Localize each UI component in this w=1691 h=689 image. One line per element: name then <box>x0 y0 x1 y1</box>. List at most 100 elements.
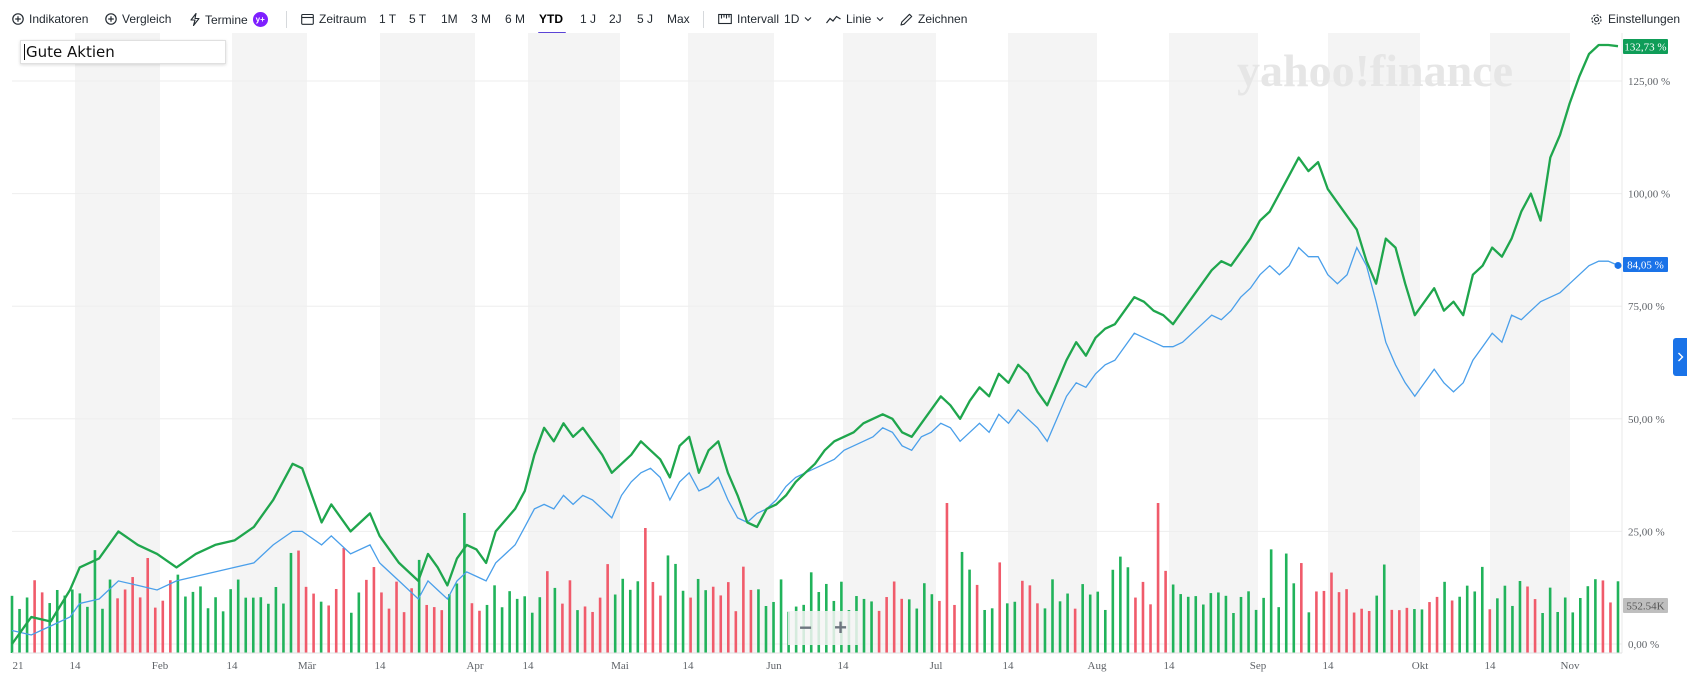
volume-bar <box>395 581 398 653</box>
volume-bar <box>1526 586 1529 653</box>
volume-bar <box>25 597 29 653</box>
range-2y[interactable]: 2J <box>609 12 622 26</box>
volume-bar <box>1134 597 1137 653</box>
volume-bar <box>1307 612 1311 653</box>
volume-bar <box>870 601 873 653</box>
volume-bar <box>1360 608 1363 653</box>
interval-button[interactable]: Intervall 1D <box>718 12 812 26</box>
volume-bar <box>598 597 602 653</box>
volume-bar <box>990 608 994 653</box>
compare-last-value-tag: 84,05 % <box>1623 257 1668 272</box>
volume-bar <box>206 608 210 653</box>
volume-bar <box>297 550 300 653</box>
range-5y[interactable]: 5 J <box>637 12 654 26</box>
volume-bar <box>455 583 459 653</box>
volume-bar <box>1579 597 1582 653</box>
draw-button[interactable]: Zeichnen <box>900 12 967 26</box>
events-button[interactable]: Termine y+ <box>190 12 268 27</box>
volume-bar <box>1036 603 1039 653</box>
volume-bar <box>417 559 421 653</box>
volume-bar <box>1005 603 1009 653</box>
volume-bar <box>530 612 534 653</box>
range-ytd[interactable]: YTD <box>539 12 563 26</box>
volume-bar <box>1300 563 1303 653</box>
timeframe-button[interactable]: Zeitraum <box>301 12 366 26</box>
volume-bar <box>138 597 142 653</box>
range-max[interactable]: Max <box>667 12 690 26</box>
volume-bar <box>591 611 594 653</box>
volume-bar <box>478 610 481 653</box>
volume-bar <box>636 581 640 653</box>
series-label-text: Gute Aktien <box>26 43 115 61</box>
volume-bar <box>131 577 134 653</box>
settings-button[interactable]: Einstellungen <box>1590 12 1680 26</box>
x-tick-label: Nov <box>1561 660 1580 672</box>
volume-bar <box>681 590 685 653</box>
volume-bar <box>342 548 346 653</box>
volume-bar <box>169 580 172 653</box>
compare-series-endpoint <box>1614 261 1622 269</box>
main-last-value-tag: 132,73 % <box>1623 39 1668 54</box>
volume-bar <box>372 567 376 653</box>
series-label-input[interactable]: Gute Aktien <box>20 40 226 64</box>
volume-bar <box>1156 503 1160 653</box>
volume-bar <box>900 598 904 653</box>
indicators-button[interactable]: Indikatoren <box>12 12 88 26</box>
range-1m[interactable]: 1M <box>441 12 458 26</box>
x-tick-label: 14 <box>683 660 695 672</box>
volume-bar <box>1013 601 1017 653</box>
volume-bar <box>1518 581 1522 653</box>
volume-bar <box>1269 549 1273 653</box>
volume-bar <box>1571 612 1575 653</box>
interval-label: Intervall <box>737 12 780 26</box>
range-1y[interactable]: 1 J <box>580 12 597 26</box>
range-3m[interactable]: 3 M <box>471 12 492 26</box>
volume-bar <box>938 600 941 653</box>
main-last-value: 132,73 % <box>1624 42 1666 54</box>
x-tick-label: 14 <box>838 660 850 672</box>
zoom-in-button[interactable]: + <box>834 615 847 640</box>
volume-bar <box>553 587 557 653</box>
volume-bar <box>892 581 896 653</box>
zoom-out-button[interactable]: − <box>799 615 812 640</box>
volume-bar <box>915 608 919 653</box>
range-6m[interactable]: 6 M <box>505 12 526 26</box>
volume-bar <box>1390 609 1394 653</box>
compare-button[interactable]: Vergleich <box>105 12 171 26</box>
volume-bar <box>621 578 625 653</box>
volume-bar <box>968 569 971 653</box>
x-tick-label: 14 <box>1485 660 1497 672</box>
x-tick-label: 21 <box>13 660 24 672</box>
events-label: Termine <box>205 12 248 27</box>
volume-bar <box>161 600 165 653</box>
y-axis-ticks: 0,00 % 25,00 % 50,00 % 75,00 % 100,00 % 125,0… <box>1628 76 1670 651</box>
volume-bar <box>221 611 225 653</box>
volume-bar <box>1254 609 1258 653</box>
indicators-label: Indikatoren <box>29 12 89 26</box>
expand-panel-button[interactable] <box>1673 338 1687 376</box>
volume-bar <box>1164 570 1167 653</box>
volume-bar <box>1594 579 1597 653</box>
volume-bar <box>1209 593 1213 653</box>
chart-area[interactable]: yahoo!finance 0,00 % 25,00 % 50,00 % 75,00 … <box>0 33 1691 689</box>
chart-type-button[interactable]: Linie <box>826 12 884 26</box>
volume-bar <box>1541 612 1544 653</box>
volume-bar <box>1322 590 1326 653</box>
volume-bar <box>538 597 542 653</box>
volume-bar <box>862 598 866 653</box>
y-tick-label: 50,00 % <box>1628 414 1665 426</box>
x-tick-label: 14 <box>1164 660 1176 672</box>
volume-bar <box>282 603 285 653</box>
range-1d[interactable]: 1 T <box>379 12 397 26</box>
volume-bar <box>1179 594 1182 653</box>
toolbar-divider <box>703 11 704 28</box>
volume-bar <box>470 603 474 653</box>
main-series-line <box>11 43 1619 645</box>
chart-toolbar: Indikatoren Vergleich Termine y+ Zeitrau… <box>0 0 1691 38</box>
volume-bar <box>93 550 97 653</box>
volume-bar <box>1488 609 1492 653</box>
range-5d[interactable]: 5 T <box>409 12 427 26</box>
volume-bar <box>772 601 775 653</box>
volume-bar <box>78 593 82 653</box>
volume-bar <box>387 608 391 653</box>
